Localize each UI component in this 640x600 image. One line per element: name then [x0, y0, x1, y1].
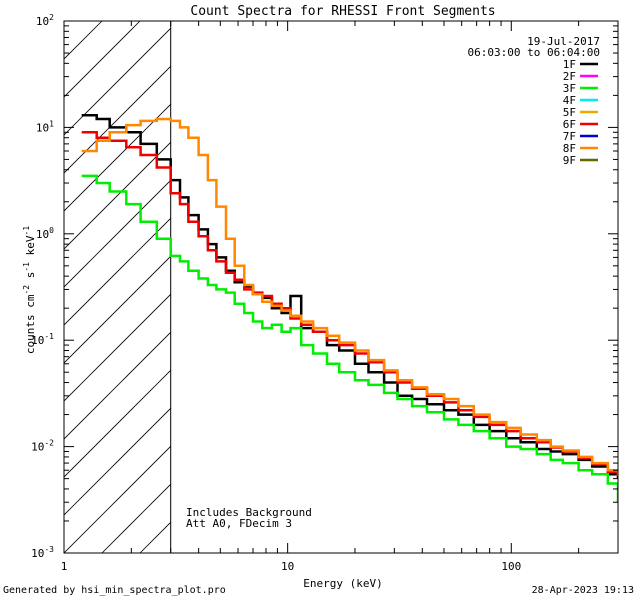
hatch-line [64, 407, 171, 516]
hatched-region [64, 21, 640, 553]
footer-timestamp: 28-Apr-2023 19:13 [531, 585, 634, 596]
chart-title: Count Spectra for RHESSI Front Segments [190, 4, 495, 19]
hatch-line [64, 369, 171, 478]
y-axis-label-sup3: -1 [22, 226, 31, 236]
hatch-line [64, 21, 103, 60]
hatch-line [101, 483, 171, 553]
legend-label-9F: 9F [563, 154, 576, 167]
y-axis-label-sup2: -1 [22, 262, 31, 272]
y-axis-label-mid: s [24, 272, 37, 285]
x-tick-label: 100 [501, 560, 521, 573]
hatch-line [64, 445, 171, 553]
x-tick-label: 10 [281, 560, 294, 573]
x-tick-label: 1 [61, 560, 68, 573]
legend-label-7F: 7F [563, 130, 576, 143]
hatch-line [64, 255, 171, 364]
legend-label-8F: 8F [563, 142, 576, 155]
legend-label-6F: 6F [563, 118, 576, 131]
y-tick-label: 10-3 [31, 545, 54, 560]
hatch-line [634, 21, 640, 553]
annotation-background: Includes Background [186, 506, 312, 519]
y-axis-label-sup1: -2 [22, 285, 31, 295]
y-axis-label-end: keV [24, 235, 37, 262]
legend-label-5F: 5F [563, 106, 576, 119]
legend-label-3F: 3F [563, 82, 576, 95]
hatch-line [64, 103, 171, 212]
y-axis-label-main: counts cm [24, 294, 37, 354]
legend-label-4F: 4F [563, 94, 576, 107]
series-6F [81, 131, 618, 477]
hatch-line [64, 27, 171, 136]
hatch-line [64, 179, 171, 288]
hatch-line [64, 217, 171, 326]
y-tick-label: 100 [36, 226, 54, 241]
series-3F [81, 174, 618, 503]
hatch-line [216, 21, 640, 553]
footer-generated-by: Generated by hsi_min_spectra_plot.pro [3, 585, 226, 596]
hatch-line [64, 293, 171, 402]
time-range-label: 06:03:00 to 06:04:00 [468, 46, 600, 59]
y-tick-label: 10-1 [31, 332, 54, 347]
hatch-line [64, 21, 65, 22]
hatch-line [64, 21, 141, 98]
axes-layer: 1 10 100 10-3 10-2 10-1 100 101 102 [31, 13, 619, 573]
plot-frame [63, 20, 619, 554]
series-layer [81, 114, 618, 503]
y-axis-label: counts cm-2 s-1 keV-1 [22, 226, 37, 354]
y-tick-label: 10-2 [31, 439, 54, 454]
legend-label-2F: 2F [563, 70, 576, 83]
y-tick-label: 101 [36, 119, 54, 134]
legend-label-1F: 1F [563, 58, 576, 71]
x-axis-label: Energy (keV) [303, 577, 382, 590]
annotation-attenuator: Att A0, FDecim 3 [186, 517, 292, 530]
hatch-line [64, 331, 171, 440]
series-1F [81, 114, 618, 479]
series-8F [81, 117, 618, 476]
y-tick-label: 102 [36, 13, 54, 28]
hatch-line [64, 65, 171, 174]
date-label: 19-Jul-2017 [527, 35, 600, 48]
